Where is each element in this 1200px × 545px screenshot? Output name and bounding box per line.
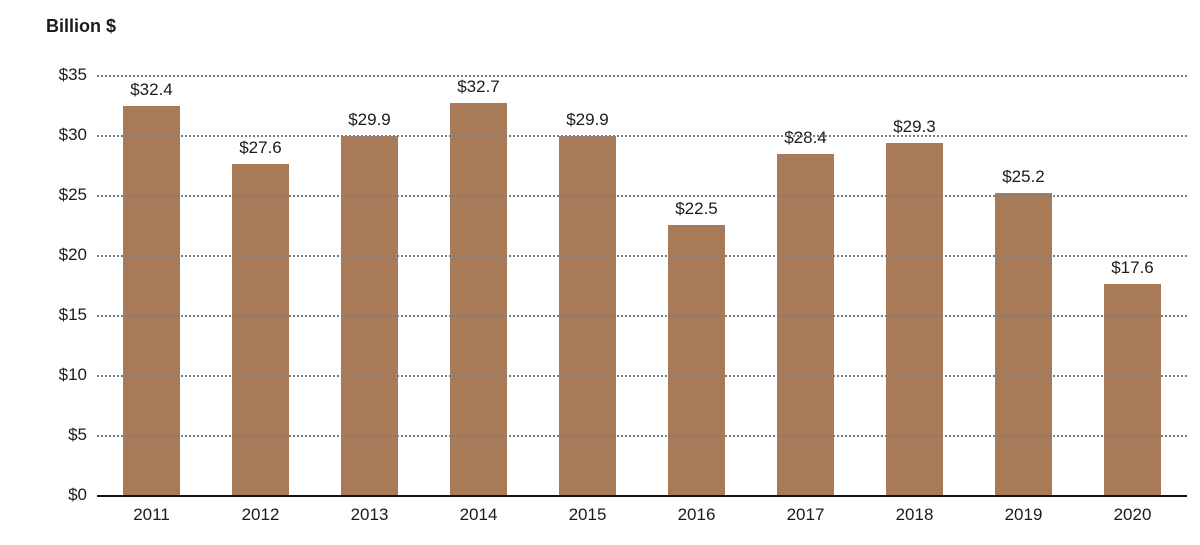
bar: $25.2	[995, 193, 1052, 495]
bar: $28.4	[777, 154, 834, 495]
gridline	[97, 375, 1187, 377]
y-tick-label: $0	[68, 485, 97, 505]
y-tick-label: $10	[59, 365, 97, 385]
bar-value-label: $25.2	[1002, 167, 1045, 187]
gridline	[97, 195, 1187, 197]
x-tick-label: 2017	[787, 505, 825, 525]
bar-value-label: $22.5	[675, 199, 718, 219]
bar: $27.6	[232, 164, 289, 495]
x-tick-label: 2012	[242, 505, 280, 525]
x-tick-label: 2019	[1005, 505, 1043, 525]
x-tick-label: 2011	[133, 505, 170, 525]
y-tick-label: $35	[59, 65, 97, 85]
gridline	[97, 435, 1187, 437]
y-axis-title: Billion $	[46, 16, 116, 37]
baseline	[97, 495, 1187, 497]
x-tick-label: 2014	[460, 505, 498, 525]
x-tick-label: 2013	[351, 505, 389, 525]
gridline	[97, 255, 1187, 257]
gridline	[97, 315, 1187, 317]
plot-area: $32.4$27.6$29.9$32.7$29.9$22.5$28.4$29.3…	[97, 75, 1187, 495]
y-tick-label: $5	[68, 425, 97, 445]
bar-value-label: $28.4	[784, 128, 827, 148]
x-tick-label: 2020	[1114, 505, 1152, 525]
bars-layer: $32.4$27.6$29.9$32.7$29.9$22.5$28.4$29.3…	[97, 75, 1187, 495]
bar-value-label: $17.6	[1111, 258, 1154, 278]
x-tick-label: 2018	[896, 505, 934, 525]
x-tick-label: 2015	[569, 505, 607, 525]
y-tick-label: $25	[59, 185, 97, 205]
y-tick-label: $30	[59, 125, 97, 145]
gridline	[97, 75, 1187, 77]
gridline	[97, 135, 1187, 137]
y-tick-label: $15	[59, 305, 97, 325]
x-tick-label: 2016	[678, 505, 716, 525]
y-tick-label: $20	[59, 245, 97, 265]
bar-value-label: $27.6	[239, 138, 282, 158]
bar-value-label: $29.9	[348, 110, 391, 130]
bar-value-label: $32.4	[130, 80, 173, 100]
bar: $22.5	[668, 225, 725, 495]
chart-stage: Billion $ $32.4 $27.6 $29.9 $32.7 $29.9 $22.5…	[0, 0, 1200, 545]
bar-value-label: $29.9	[566, 110, 609, 130]
bar-value-label: $32.7	[457, 77, 500, 97]
